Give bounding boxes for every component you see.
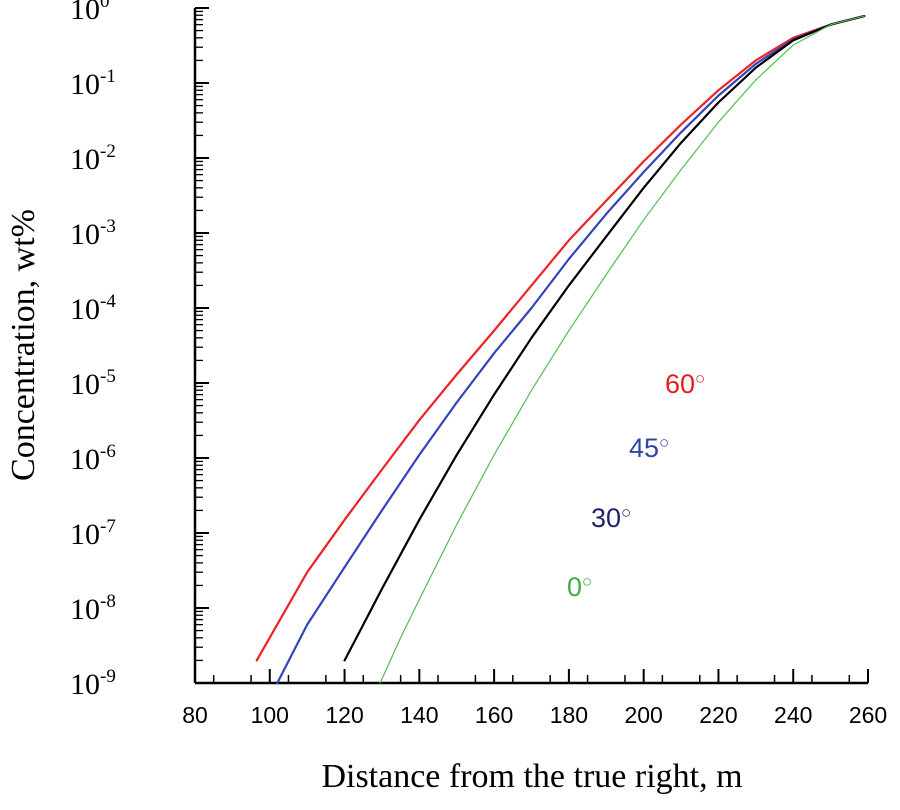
x-axis-title: Distance from the true right, m	[321, 758, 742, 795]
series-line-45	[276, 15, 866, 685]
series-label-0: 0○	[567, 572, 592, 602]
y-tick-label: 10-5	[70, 366, 116, 401]
series-line-30	[343, 15, 866, 662]
series-label-30: 30○	[591, 503, 631, 533]
x-tick-label: 100	[251, 702, 289, 728]
y-tick-label: 10-9	[70, 666, 116, 701]
x-tick-label: 200	[624, 702, 662, 728]
series-label-60: 60○	[665, 369, 705, 399]
y-tick-label: 10-6	[70, 441, 116, 476]
y-tick-label: 10-3	[70, 216, 116, 251]
x-tick-label: 180	[550, 702, 588, 728]
series-line-0	[379, 15, 865, 684]
x-tick-label: 160	[475, 702, 513, 728]
y-axis-title: Concentration, wt%	[5, 209, 42, 481]
series-label-45: 45○	[629, 433, 669, 463]
x-tick-label: 260	[849, 702, 887, 728]
x-tick-label: 80	[182, 702, 208, 728]
y-tick-label: 10-2	[70, 141, 116, 176]
y-tick-label: 10-7	[70, 516, 116, 551]
y-tick-label: 10-8	[70, 591, 116, 626]
x-tick-label: 120	[325, 702, 363, 728]
x-tick-label: 240	[774, 702, 812, 728]
y-tick-label: 10-1	[70, 66, 116, 101]
y-tick-label: 10-4	[70, 291, 116, 326]
series-line-60	[255, 15, 866, 662]
x-tick-label: 220	[699, 702, 737, 728]
x-tick-label: 140	[400, 702, 438, 728]
y-tick-label: 100	[70, 0, 110, 26]
